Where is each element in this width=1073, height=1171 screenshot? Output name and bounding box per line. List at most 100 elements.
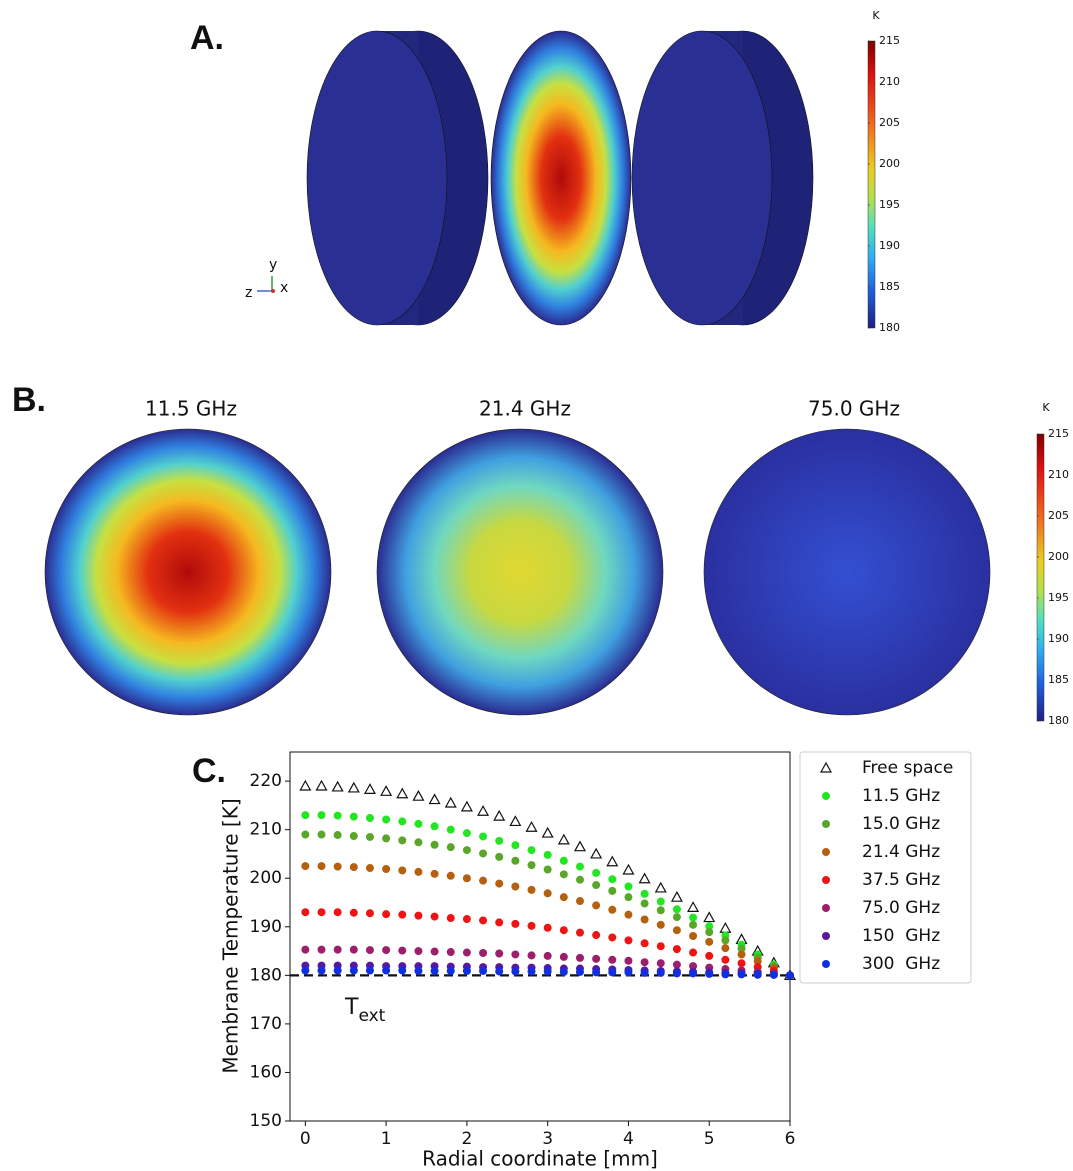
y-tick-label: 160 xyxy=(250,1062,282,1082)
data-point xyxy=(624,893,632,901)
data-point xyxy=(544,865,552,873)
data-point xyxy=(495,880,503,888)
data-point xyxy=(657,959,665,967)
data-point xyxy=(366,909,374,917)
data-point xyxy=(413,791,423,800)
data-point xyxy=(608,887,616,895)
data-point xyxy=(495,853,503,861)
data-point xyxy=(592,955,600,963)
data-point xyxy=(607,857,617,866)
data-point xyxy=(301,946,309,954)
data-point xyxy=(334,863,342,871)
legend-label: 21.4 GHz xyxy=(862,842,940,862)
data-point xyxy=(576,863,584,871)
data-point xyxy=(705,928,713,936)
colorbar-tick-label: 180 xyxy=(1048,714,1069,727)
data-point xyxy=(479,916,487,924)
data-point xyxy=(463,967,471,975)
data-point xyxy=(398,866,406,874)
data-point xyxy=(366,814,374,822)
colorbar xyxy=(868,41,875,328)
colorbar-tick-label: 190 xyxy=(1048,632,1069,645)
data-point xyxy=(689,932,697,940)
data-point xyxy=(479,967,487,975)
data-point xyxy=(738,950,746,958)
y-tick-label: 200 xyxy=(250,868,282,888)
legend-label: 15.0 GHz xyxy=(862,814,940,834)
data-point xyxy=(721,936,729,944)
data-point xyxy=(738,970,746,978)
data-point xyxy=(641,969,649,977)
data-point xyxy=(511,857,519,865)
y-tick-label: 150 xyxy=(250,1111,282,1131)
panel-label: C. xyxy=(192,752,226,790)
x-tick-label: 2 xyxy=(461,1129,472,1149)
data-point xyxy=(334,812,342,820)
colorbar-tick-label: 190 xyxy=(879,239,900,252)
data-point xyxy=(334,966,342,974)
axis-label: z xyxy=(245,285,252,301)
data-point xyxy=(301,831,309,839)
data-point xyxy=(657,906,665,914)
data-point xyxy=(463,874,471,882)
data-point xyxy=(591,849,601,858)
legend-marker xyxy=(822,960,830,968)
data-point xyxy=(414,967,422,975)
data-point xyxy=(494,811,504,820)
data-point xyxy=(447,948,455,956)
data-point xyxy=(527,822,537,831)
data-point xyxy=(608,968,616,976)
disc-right xyxy=(632,31,813,325)
disc-title: 21.4 GHz xyxy=(479,397,571,421)
legend-marker xyxy=(822,820,830,828)
data-point xyxy=(301,862,309,870)
data-point xyxy=(608,875,616,883)
data-point xyxy=(334,908,342,916)
annotation-subscript: ext xyxy=(358,1006,385,1026)
y-axis-label: Membrane Temperature [K] xyxy=(219,798,243,1073)
colorbar-tick-label: 210 xyxy=(879,75,900,88)
data-point xyxy=(398,947,406,955)
data-point xyxy=(754,971,762,979)
data-point xyxy=(560,953,568,961)
membrane-map xyxy=(704,429,990,715)
data-point xyxy=(431,967,439,975)
data-point xyxy=(365,784,375,793)
disc-left xyxy=(307,31,488,325)
data-point xyxy=(447,967,455,975)
data-point xyxy=(301,966,309,974)
data-point xyxy=(349,783,359,792)
data-point xyxy=(657,898,665,906)
data-point xyxy=(560,870,568,878)
colorbar-tick-label: 210 xyxy=(1048,468,1069,481)
legend-marker xyxy=(822,848,830,856)
data-point xyxy=(511,882,519,890)
data-point xyxy=(334,831,342,839)
data-point xyxy=(300,781,310,790)
annotation-text: T xyxy=(344,995,359,1020)
legend-label: 75.0 GHz xyxy=(862,898,940,918)
data-point xyxy=(721,944,729,952)
data-point xyxy=(414,820,422,828)
data-point xyxy=(576,968,584,976)
data-point xyxy=(640,874,650,883)
data-point xyxy=(689,914,697,922)
data-point xyxy=(382,910,390,918)
data-point xyxy=(673,913,681,921)
data-point xyxy=(447,914,455,922)
data-point xyxy=(511,841,519,849)
data-point xyxy=(544,967,552,975)
legend-label: 150 GHz xyxy=(862,926,940,946)
data-point xyxy=(414,868,422,876)
y-tick-label: 170 xyxy=(250,1014,282,1034)
panel-label: B. xyxy=(12,381,46,419)
data-point xyxy=(431,913,439,921)
data-point xyxy=(689,969,697,977)
x-tick-label: 5 xyxy=(704,1129,715,1149)
data-point xyxy=(510,816,520,825)
data-point xyxy=(414,912,422,920)
data-point xyxy=(495,949,503,957)
data-point xyxy=(641,958,649,966)
data-point xyxy=(528,967,536,975)
data-point xyxy=(592,901,600,909)
